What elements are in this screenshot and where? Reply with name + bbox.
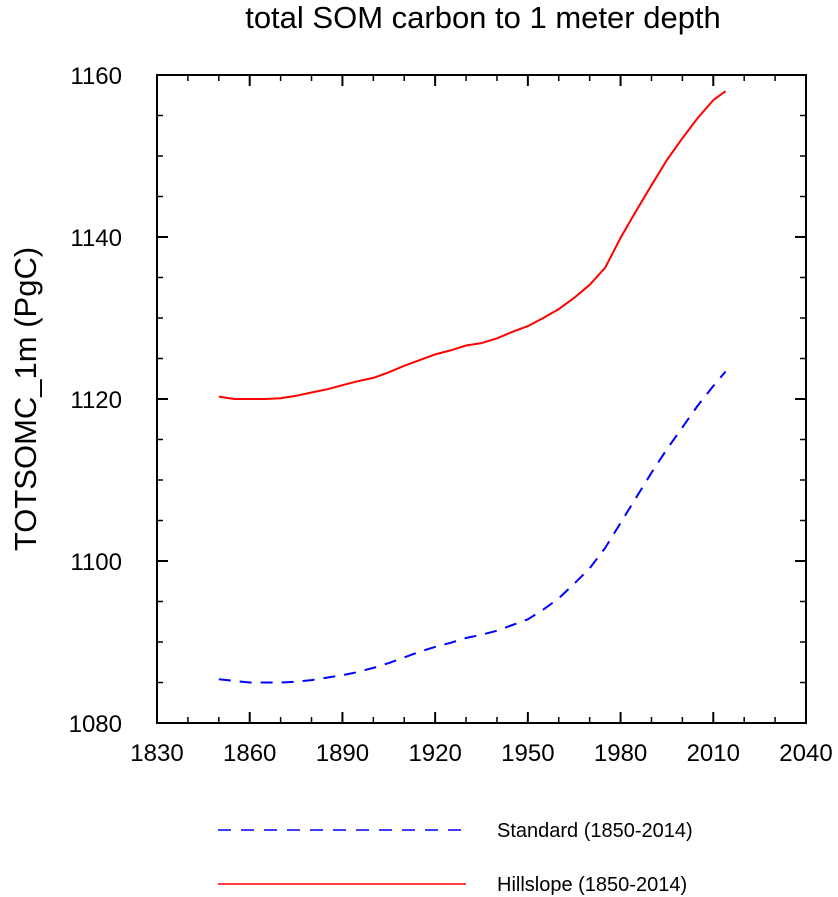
series-line-standard [218, 370, 727, 684]
legend-label-standard: Standard (1850-2014) [497, 820, 693, 842]
plot-area: 1830 1860 1890 1920 1950 1980 2010 2040 1080 1100… [69, 63, 833, 767]
x-tick-label: 1860 [223, 740, 276, 767]
y-tick-label: 1080 [69, 711, 122, 738]
y-axis-label: TOTSOMC_1m (PgC) [8, 247, 43, 551]
y-tick-label: 1100 [70, 549, 122, 576]
y-tick-label: 1160 [70, 63, 122, 90]
x-tick-label: 2040 [779, 740, 832, 767]
chart-title: total SOM carbon to 1 meter depth [245, 0, 721, 35]
series-line-hillslope [218, 90, 727, 400]
y-tick-label: 1120 [70, 387, 122, 414]
x-tick-label: 1950 [501, 740, 554, 767]
x-tick-label: 1980 [594, 740, 647, 767]
y-tick-label: 1140 [70, 225, 122, 252]
legend: Standard (1850-2014) Hillslope (1850-2014… [218, 820, 693, 896]
x-tick-label: 2010 [687, 740, 740, 767]
x-tick-label: 1920 [408, 740, 461, 767]
x-tick-label: 1830 [130, 740, 183, 767]
legend-label-hillslope: Hillslope (1850-2014) [497, 874, 687, 896]
x-tick-label: 1890 [316, 740, 369, 767]
